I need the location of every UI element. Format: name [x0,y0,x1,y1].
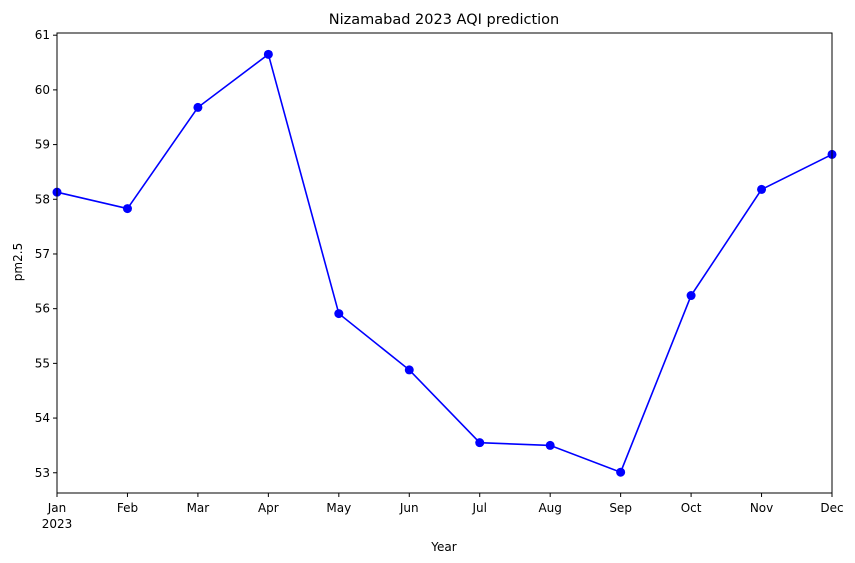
x-tick-label: Jul [471,501,486,515]
x-tick-label: Mar [187,501,210,515]
y-tick-label: 61 [35,28,50,42]
data-point [334,309,344,319]
x-tick-label: Jan [47,501,67,515]
x-tick-label: May [326,501,351,515]
data-point [757,184,767,194]
x-tick-label: Nov [750,501,773,515]
x-axis-title: Year [430,540,456,554]
y-tick-label: 59 [35,138,50,152]
x-tick-label: Aug [538,501,561,515]
x-tick-label: Apr [258,501,279,515]
chart-title: Nizamabad 2023 AQI prediction [329,12,560,28]
x-axis: Jan Feb Mar Apr May Jun Jul Aug Sep Oct Nov Dec 2023 [42,493,844,531]
data-point [404,365,414,375]
y-tick-label: 60 [35,83,50,97]
y-tick-label: 55 [35,356,50,370]
series-line [56,52,833,474]
x-tick-year-label: 2023 [42,517,73,531]
x-tick-label: Feb [117,501,138,515]
data-point [263,49,273,59]
x-tick-label: Oct [681,501,702,515]
y-tick-label: 58 [35,192,50,206]
y-tick-label: 54 [35,411,50,425]
data-point [686,291,696,301]
data-point [122,204,132,214]
series-line-group [52,49,837,477]
y-axis-title: pm2.5 [11,243,25,281]
plot-frame [56,32,833,494]
y-tick-label: 56 [35,302,50,316]
y-tick-label: 53 [35,466,50,480]
data-point [475,438,485,448]
x-tick-label: Sep [609,501,632,515]
data-point [616,467,626,477]
data-point [193,102,203,112]
y-axis: 53 54 55 56 57 58 59 60 61 [35,28,57,480]
x-tick-label: Jun [399,501,419,515]
y-tick-label: 57 [35,247,50,261]
x-tick-label: Dec [820,501,843,515]
data-point [545,440,555,450]
